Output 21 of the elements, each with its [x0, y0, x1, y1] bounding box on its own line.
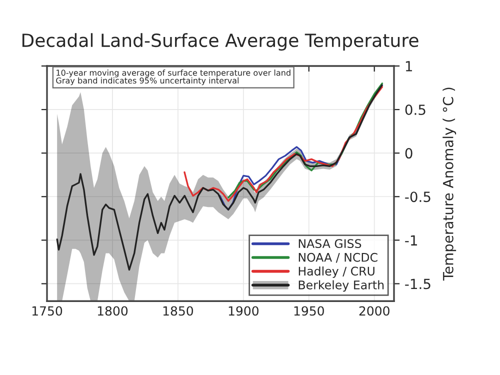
y-axis-title: Temperature Anomaly ( °C ): [442, 88, 456, 281]
x-tick-label: 2000: [359, 306, 390, 316]
x-tick-label: 1900: [228, 306, 258, 316]
x-tick-label: 1750: [32, 306, 62, 316]
x-tick-label: 1850: [163, 306, 194, 316]
y-tick-label: 0: [405, 148, 412, 159]
x-tick-label: 1950: [294, 306, 324, 316]
annotation: 10-year moving average of surface temperature over land Gray band indicates 95% uncertainty interval: [56, 70, 290, 86]
x-tick-label: 1800: [98, 306, 128, 316]
y-tick-label: -0.5: [405, 192, 430, 202]
chart-title: Decadal Land-Surface Average Temperature: [22, 33, 418, 51]
line-series: [184, 86, 384, 202]
legend-label: Hadley / CRU: [298, 266, 374, 278]
legend-label: Berkeley Earth: [298, 280, 384, 292]
legend-label: NOAA / NCDC: [298, 252, 378, 263]
y-tick-label: 1: [406, 61, 412, 72]
y-tick-label: -1: [405, 235, 417, 246]
y-tick-label: 0.5: [405, 104, 426, 116]
line-series: [228, 82, 384, 198]
y-tick-label: -1.5: [405, 278, 430, 290]
legend-label: NASA GISS: [298, 239, 362, 248]
